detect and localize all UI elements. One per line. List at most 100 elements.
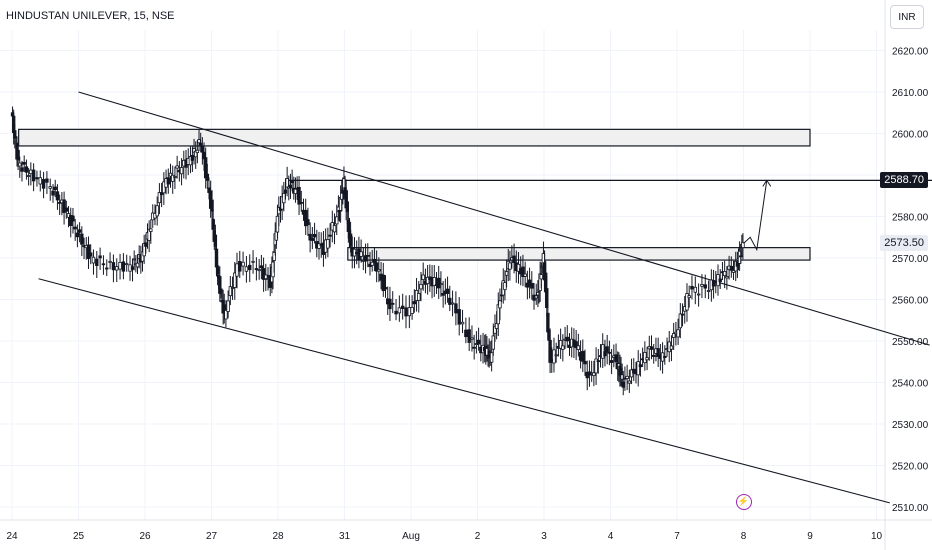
x-tick-label: 31 <box>339 531 351 542</box>
candle-body <box>545 288 549 309</box>
candle-body <box>159 192 164 196</box>
candle-body <box>467 329 471 343</box>
candle-body <box>230 287 235 289</box>
y-tick-label: 2530.00 <box>892 420 929 431</box>
candle-body <box>464 329 468 338</box>
candle-body <box>299 201 303 204</box>
candle-body <box>636 361 640 376</box>
candle-body <box>105 267 109 270</box>
y-tick-label: 2510.00 <box>892 503 929 514</box>
candle-body <box>690 285 694 290</box>
candle-body <box>118 261 122 270</box>
candle-body <box>108 260 112 263</box>
x-tick-label: 24 <box>6 531 18 542</box>
candle-body <box>75 232 80 238</box>
candle-body <box>175 165 179 169</box>
candle-body <box>251 260 255 263</box>
candle-body <box>317 243 321 249</box>
candle-body <box>55 191 60 201</box>
candle-body <box>288 184 293 189</box>
x-tick-label: Aug <box>402 531 420 542</box>
candle-body <box>558 340 563 349</box>
y-tick-label: 2540.00 <box>892 379 929 390</box>
candle-body <box>16 149 20 161</box>
candle-body <box>663 355 667 358</box>
candle-body <box>31 169 36 182</box>
candle-body <box>261 268 266 280</box>
candle-body <box>410 307 414 314</box>
candle-body <box>80 233 84 245</box>
candle-body <box>671 333 676 338</box>
candle-body <box>157 192 162 204</box>
candle-body <box>224 310 228 320</box>
candle-body <box>366 254 370 257</box>
supply-zone-box <box>18 128 811 147</box>
channel-lower-line <box>38 278 890 504</box>
candle-body <box>739 255 743 258</box>
candle-body <box>394 310 398 315</box>
y-tick-label: 2550.00 <box>892 337 929 348</box>
candle-body <box>359 251 363 257</box>
candle-body <box>62 199 66 213</box>
candle-body <box>419 283 423 290</box>
candle-body <box>51 190 55 196</box>
x-tick-label: 3 <box>541 531 547 542</box>
candle-body <box>35 177 39 180</box>
candle-body <box>130 266 135 270</box>
candle-body <box>731 270 736 273</box>
candle-body <box>412 301 417 305</box>
candle-body <box>198 142 203 146</box>
candle-body <box>132 258 136 261</box>
candle-body <box>254 268 259 270</box>
candle-body <box>565 336 569 342</box>
candle-body <box>548 339 552 363</box>
candle-body <box>703 284 707 289</box>
candle-body <box>614 354 618 363</box>
projection-path <box>743 180 768 252</box>
x-tick-label: 25 <box>73 531 85 542</box>
candle-body <box>523 273 527 277</box>
y-tick-label: 2610.00 <box>892 88 929 99</box>
candle-body <box>168 172 173 177</box>
candle-body <box>26 175 31 177</box>
y-tick-label: 2520.00 <box>892 462 929 473</box>
candle-body <box>73 226 77 230</box>
x-tick-label: 10 <box>871 531 883 542</box>
candle-body <box>554 354 558 357</box>
currency-button[interactable]: INR <box>890 5 924 29</box>
target-price-label: 2588.70 <box>880 172 928 189</box>
candle-body <box>235 263 239 277</box>
candle-body <box>696 293 701 296</box>
candle-body <box>248 264 252 271</box>
channel-upper-line <box>78 91 930 346</box>
candle-body <box>678 313 683 329</box>
x-tick-label: 26 <box>139 531 151 542</box>
candle-body <box>400 305 405 309</box>
candle-body <box>241 261 245 267</box>
candle-body <box>77 229 82 233</box>
candle-body <box>448 297 452 305</box>
candle-body <box>190 154 195 161</box>
candle-body <box>603 351 607 357</box>
candle-body <box>521 266 525 278</box>
candle-body <box>512 255 516 263</box>
candle-body <box>605 346 609 353</box>
candle-body <box>195 149 200 154</box>
candle-body <box>632 368 636 374</box>
lightning-bolt-icon[interactable]: ⚡ <box>735 493 752 510</box>
candle-body <box>144 242 148 247</box>
candle-body <box>115 266 119 271</box>
candle-body <box>718 278 722 282</box>
candle-body <box>345 201 349 213</box>
candle-body <box>91 256 96 264</box>
candle-body <box>638 364 643 368</box>
candle-body <box>504 271 509 276</box>
candle-body <box>729 265 734 271</box>
candle-body <box>264 274 268 280</box>
candle-body <box>494 323 499 329</box>
candle-body <box>71 215 75 222</box>
x-tick-label: 28 <box>272 531 284 542</box>
candle-body <box>445 288 450 294</box>
candle-body <box>503 282 507 291</box>
